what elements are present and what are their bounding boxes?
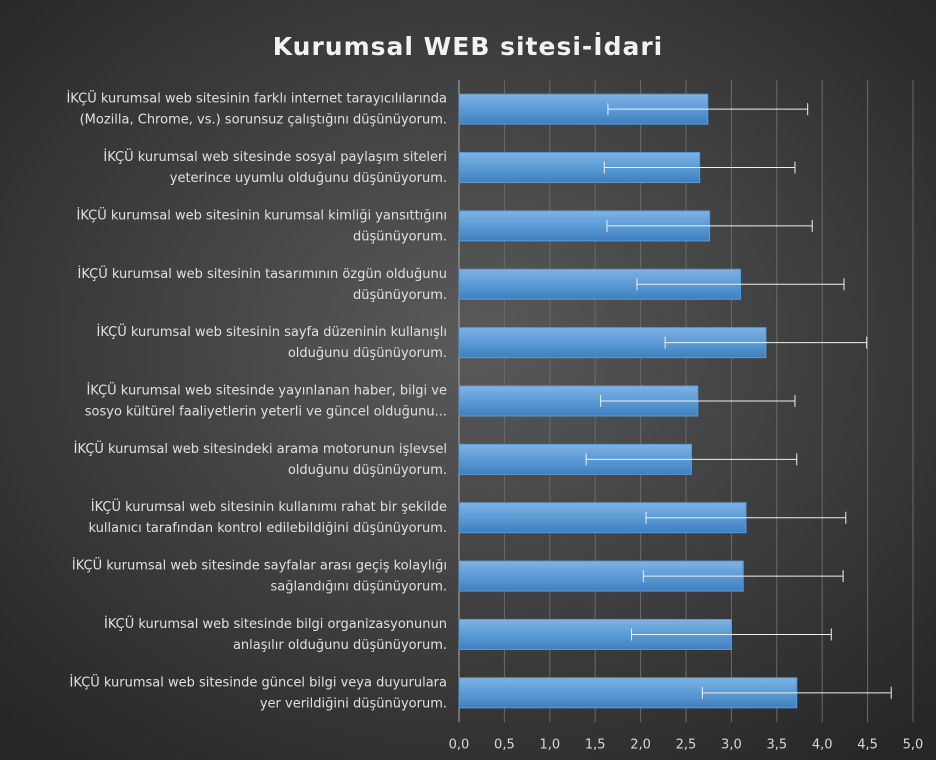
error-bar xyxy=(631,628,832,641)
x-tick-label: 4,0 xyxy=(812,738,833,753)
y-tick-label: İKÇÜ kurumsal web sitesinde güncel bilgi… xyxy=(70,673,447,711)
error-bar xyxy=(645,511,847,524)
y-tick-label: İKÇÜ kurumsal web sitesinin kurumsal kim… xyxy=(77,206,448,244)
chart-title: Kurumsal WEB sitesi-İdari xyxy=(273,31,664,61)
x-tick-label: 2,0 xyxy=(630,738,651,753)
y-tick-label: İKÇÜ kurumsal web sitesinin farklı inter… xyxy=(66,89,447,127)
error-bar xyxy=(636,278,845,291)
x-tick-label: 0,0 xyxy=(449,738,470,753)
x-tick-label: 1,0 xyxy=(539,738,560,753)
error-bar xyxy=(607,103,809,116)
y-tick-label: İKÇÜ kurumsal web sitesinin sayfa düzeni… xyxy=(97,323,447,361)
error-bar xyxy=(664,336,868,349)
error-bar xyxy=(642,570,844,583)
y-tick-label: İKÇÜ kurumsal web sitesinde sosyal payla… xyxy=(103,148,447,186)
x-tick-label: 3,0 xyxy=(721,738,742,753)
error-bar xyxy=(585,453,798,466)
x-tick-label: 5,0 xyxy=(903,738,924,753)
error-bar xyxy=(701,686,892,699)
error-bar xyxy=(606,219,813,232)
y-tick-label: İKÇÜ kurumsal web sitesinde sayfalar ara… xyxy=(72,556,447,594)
y-tick-label: İKÇÜ kurumsal web sitesinin kullanımı ra… xyxy=(89,498,447,536)
error-bar xyxy=(600,395,796,407)
x-tick-label: 1,5 xyxy=(585,738,606,753)
y-tick-label: İKÇÜ kurumsal web sitesinde bilgi organi… xyxy=(104,614,447,652)
error-bar xyxy=(603,161,796,174)
y-tick-label: İKÇÜ kurumsal web sitesinde yayınlanan h… xyxy=(85,381,447,419)
x-tick-label: 2,5 xyxy=(676,738,697,753)
x-tick-label: 3,5 xyxy=(766,738,787,753)
x-tick-label: 4,5 xyxy=(857,738,878,753)
x-tick-label: 0,5 xyxy=(494,738,515,753)
y-tick-label: İKÇÜ kurumsal web sitesinin tasarımının … xyxy=(78,264,448,302)
y-tick-label: İKÇÜ kurumsal web sitesindeki arama moto… xyxy=(74,439,447,477)
